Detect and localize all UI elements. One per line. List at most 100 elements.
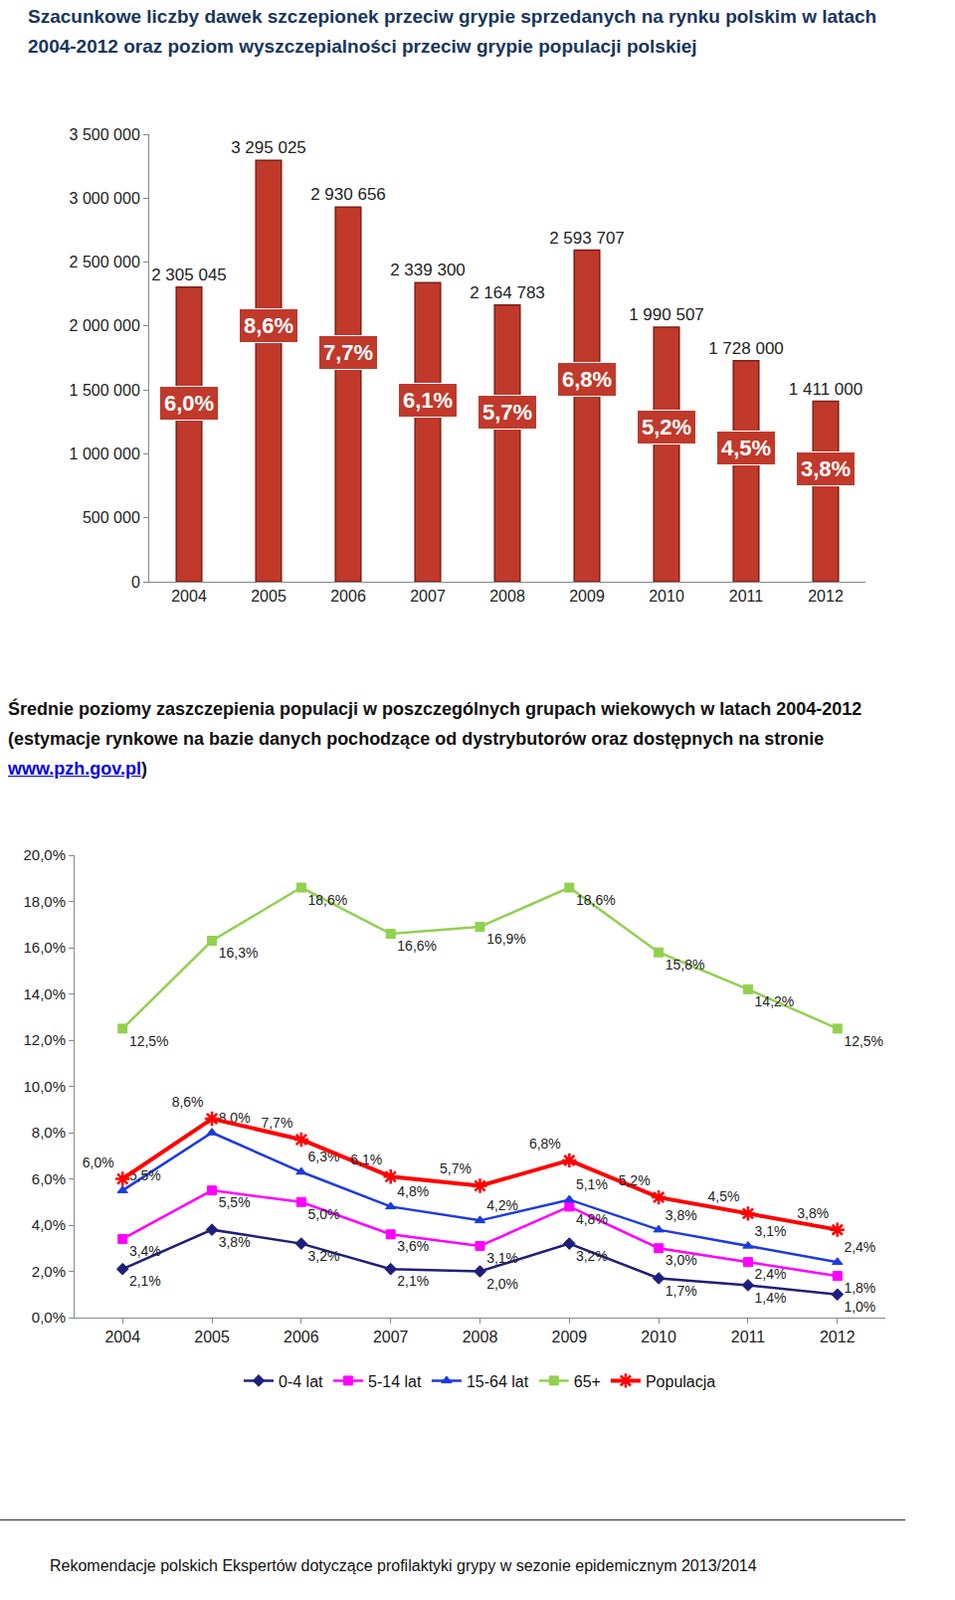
svg-text:7,7%: 7,7% (260, 1115, 293, 1132)
svg-text:3,2%: 3,2% (575, 1248, 608, 1265)
svg-text:8,6%: 8,6% (243, 313, 294, 339)
svg-text:1,4%: 1,4% (755, 1290, 787, 1307)
svg-text:4,0%: 4,0% (31, 1216, 66, 1234)
svg-text:2 500 000: 2 500 000 (69, 253, 141, 271)
svg-text:4,5%: 4,5% (708, 1188, 741, 1205)
svg-text:2012: 2012 (807, 587, 844, 605)
svg-text:12,5%: 12,5% (843, 1033, 884, 1050)
svg-text:3,8%: 3,8% (800, 456, 851, 482)
svg-text:10,0%: 10,0% (22, 1078, 66, 1096)
svg-text:12,5%: 12,5% (129, 1033, 170, 1050)
svg-text:5-14 lat: 5-14 lat (368, 1373, 422, 1391)
svg-text:1 990 507: 1 990 507 (628, 305, 705, 325)
svg-text:1,7%: 1,7% (665, 1283, 698, 1300)
svg-text:8,6%: 8,6% (172, 1094, 204, 1111)
svg-text:2,0%: 2,0% (486, 1276, 519, 1293)
svg-text:18,6%: 18,6% (575, 892, 616, 909)
svg-text:20,0%: 20,0% (22, 846, 66, 864)
svg-text:2012: 2012 (819, 1329, 856, 1346)
svg-text:6,0%: 6,0% (164, 390, 214, 416)
svg-text:14,0%: 14,0% (22, 985, 66, 1003)
svg-text:1,8%: 1,8% (843, 1280, 876, 1297)
svg-text:3,2%: 3,2% (307, 1248, 340, 1265)
svg-text:6,3%: 6,3% (307, 1148, 340, 1165)
svg-text:2007: 2007 (373, 1329, 409, 1346)
svg-text:3 500 000: 3 500 000 (69, 126, 141, 144)
svg-text:1 000 000: 1 000 000 (69, 445, 141, 463)
svg-text:2 593 707: 2 593 707 (549, 228, 625, 248)
svg-text:2,4%: 2,4% (755, 1266, 787, 1283)
svg-text:8,0%: 8,0% (218, 1110, 251, 1127)
svg-text:0: 0 (131, 573, 141, 591)
svg-text:4,5%: 4,5% (721, 435, 771, 461)
svg-text:5,2%: 5,2% (641, 414, 692, 440)
svg-text:4,8%: 4,8% (575, 1211, 608, 1228)
svg-text:6,1%: 6,1% (350, 1151, 382, 1168)
svg-text:5,7%: 5,7% (439, 1160, 472, 1177)
svg-text:2,0%: 2,0% (31, 1263, 66, 1281)
svg-text:2 930 656: 2 930 656 (310, 185, 386, 204)
svg-text:6,8%: 6,8% (529, 1136, 562, 1152)
svg-text:3,1%: 3,1% (755, 1223, 787, 1240)
svg-text:4,8%: 4,8% (396, 1183, 429, 1200)
svg-text:3,8%: 3,8% (218, 1234, 251, 1251)
svg-text:5,1%: 5,1% (575, 1176, 608, 1193)
svg-text:2007: 2007 (409, 587, 446, 605)
svg-text:7,7%: 7,7% (323, 340, 374, 366)
svg-text:2 164 783: 2 164 783 (469, 283, 546, 303)
svg-text:5,2%: 5,2% (618, 1172, 651, 1189)
svg-text:1,0%: 1,0% (843, 1299, 876, 1316)
svg-text:2011: 2011 (729, 587, 764, 605)
svg-text:16,0%: 16,0% (22, 939, 66, 956)
svg-text:2006: 2006 (330, 587, 367, 605)
svg-text:2009: 2009 (569, 587, 605, 605)
svg-text:15,8%: 15,8% (665, 956, 706, 973)
svg-text:5,7%: 5,7% (482, 399, 533, 425)
svg-text:16,6%: 16,6% (396, 938, 437, 955)
svg-text:6,0%: 6,0% (31, 1170, 66, 1188)
svg-text:3 000 000: 3 000 000 (69, 190, 141, 207)
svg-text:14,2%: 14,2% (755, 993, 795, 1010)
svg-text:4,2%: 4,2% (486, 1197, 519, 1214)
svg-text:0,0%: 0,0% (31, 1309, 66, 1327)
svg-text:3,4%: 3,4% (129, 1243, 162, 1260)
svg-text:2008: 2008 (489, 587, 526, 605)
svg-text:3,0%: 3,0% (665, 1252, 698, 1269)
svg-text:2010: 2010 (640, 1329, 677, 1346)
svg-text:2 000 000: 2 000 000 (69, 317, 141, 335)
svg-text:2011: 2011 (731, 1329, 766, 1346)
svg-text:3 295 025: 3 295 025 (230, 138, 307, 158)
svg-text:2,1%: 2,1% (396, 1273, 429, 1290)
svg-text:2,4%: 2,4% (843, 1239, 876, 1256)
svg-text:2006: 2006 (283, 1329, 320, 1346)
svg-text:15-64 lat: 15-64 lat (466, 1373, 530, 1391)
svg-text:2010: 2010 (648, 587, 685, 605)
svg-text:5,5%: 5,5% (129, 1167, 162, 1184)
svg-text:3,8%: 3,8% (665, 1207, 698, 1224)
svg-text:6,0%: 6,0% (82, 1154, 115, 1171)
svg-text:2005: 2005 (250, 587, 287, 605)
svg-text:6,8%: 6,8% (562, 367, 612, 392)
svg-text:6,1%: 6,1% (402, 387, 453, 413)
svg-text:0-4 lat: 0-4 lat (278, 1373, 324, 1391)
svg-text:2,1%: 2,1% (129, 1273, 162, 1290)
svg-text:1 728 000: 1 728 000 (708, 339, 784, 359)
svg-text:Populacja: Populacja (645, 1373, 716, 1391)
svg-text:5,5%: 5,5% (218, 1194, 251, 1211)
svg-text:18,0%: 18,0% (22, 893, 66, 911)
svg-text:5,0%: 5,0% (307, 1206, 340, 1223)
svg-text:2008: 2008 (462, 1329, 499, 1346)
svg-text:2 305 045: 2 305 045 (151, 265, 227, 285)
svg-text:12,0%: 12,0% (22, 1031, 66, 1049)
svg-text:18,6%: 18,6% (307, 892, 348, 909)
svg-text:2004: 2004 (171, 587, 207, 605)
svg-text:16,3%: 16,3% (218, 945, 259, 961)
svg-text:2 339 300: 2 339 300 (389, 260, 466, 280)
svg-text:2009: 2009 (552, 1329, 588, 1346)
svg-text:2004: 2004 (104, 1329, 141, 1346)
svg-text:3,6%: 3,6% (396, 1238, 429, 1255)
svg-text:3,1%: 3,1% (486, 1250, 519, 1267)
svg-text:16,9%: 16,9% (486, 931, 527, 948)
svg-text:8,0%: 8,0% (31, 1124, 66, 1142)
svg-text:1 411 000: 1 411 000 (788, 380, 863, 399)
